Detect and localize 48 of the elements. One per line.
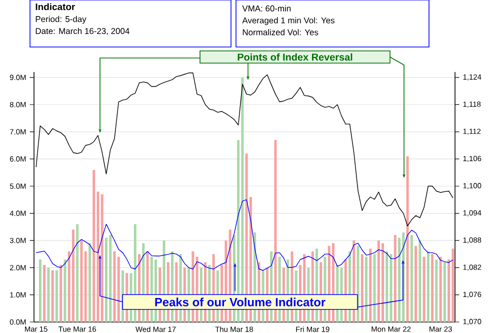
bar <box>382 243 384 322</box>
bar <box>100 194 104 322</box>
bar <box>377 240 380 322</box>
bar <box>369 248 372 322</box>
bar <box>88 243 91 322</box>
line-series <box>36 199 454 271</box>
bar <box>55 270 58 322</box>
annotation: Peaks of our Volume Indicator <box>155 298 326 306</box>
text: Date: March 16-23, 2004 <box>36 28 130 36</box>
bar <box>452 248 454 322</box>
bar <box>84 251 87 322</box>
bar <box>80 240 83 322</box>
bar <box>418 240 422 322</box>
bar <box>356 246 360 322</box>
bar <box>38 260 42 322</box>
text: Period: 5-day <box>36 16 86 24</box>
bar <box>117 256 120 322</box>
text: Averaged 1 min Vol: Yes <box>242 17 334 26</box>
text: Points of Index Reversal <box>238 53 352 61</box>
bar <box>360 254 364 322</box>
bar <box>414 246 418 322</box>
bar <box>439 256 442 322</box>
bar <box>365 256 368 322</box>
bar <box>92 170 96 322</box>
bar <box>443 262 446 322</box>
bar <box>431 254 434 322</box>
bar <box>426 251 430 322</box>
bar <box>104 238 108 322</box>
bar <box>373 254 376 322</box>
bar <box>43 264 46 322</box>
bar <box>410 235 413 322</box>
bar <box>72 230 74 322</box>
bar <box>51 270 54 322</box>
bar <box>406 156 409 322</box>
bar <box>386 251 388 322</box>
bar <box>274 140 277 322</box>
bar <box>64 260 66 322</box>
bar <box>47 268 50 322</box>
text: VMA: 60-min <box>242 5 291 12</box>
bar <box>435 260 438 322</box>
text: Normalized Vol: Yes <box>242 29 318 36</box>
bar <box>76 224 79 322</box>
bar <box>60 264 62 322</box>
chart-title: Indicator <box>36 3 76 10</box>
bar <box>422 256 426 322</box>
bar <box>390 254 392 322</box>
bar <box>394 235 396 322</box>
bar <box>109 235 112 322</box>
